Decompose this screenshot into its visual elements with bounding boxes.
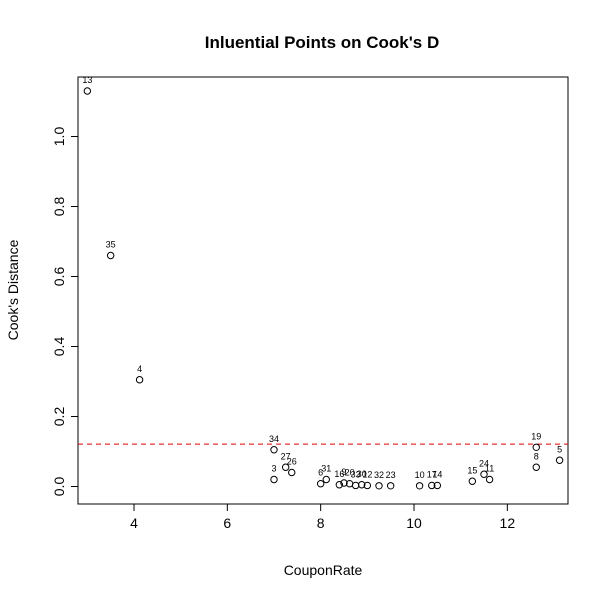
point-label: 35 <box>106 240 116 250</box>
point-label: 6 <box>318 468 323 478</box>
point-label: 24 <box>479 458 489 468</box>
x-tick-label: 4 <box>130 515 138 531</box>
point-label: 34 <box>269 434 279 444</box>
data-point <box>135 376 144 384</box>
point-label: 26 <box>287 457 297 467</box>
y-axis-label: Cook's Distance <box>5 239 21 340</box>
data-point <box>485 475 494 484</box>
plot-frame <box>77 76 569 505</box>
x-tick-label: 6 <box>223 515 231 531</box>
y-tick-label: 0.2 <box>51 407 67 427</box>
point-label: 17 <box>427 469 437 479</box>
point-label: 19 <box>531 431 541 441</box>
data-point <box>428 481 436 490</box>
data-point <box>335 481 344 489</box>
y-tick-label: 0.8 <box>51 197 67 217</box>
y-tick-label: 0.6 <box>51 267 67 287</box>
point-label: 27 <box>281 451 291 461</box>
data-point <box>316 480 325 488</box>
data-point <box>106 251 115 260</box>
point-label: 16 <box>334 469 344 479</box>
data-point <box>480 470 488 478</box>
data-point <box>270 446 278 454</box>
point-label: 32 <box>374 470 384 480</box>
point-label: 10 <box>415 470 425 480</box>
point-label: 31 <box>321 464 331 474</box>
x-axis: 4 6 8 10 12 <box>130 504 515 531</box>
data-point <box>532 463 540 471</box>
point-label: 8 <box>534 451 539 461</box>
y-tick-label: 0.0 <box>51 477 67 497</box>
data-point <box>532 443 540 451</box>
y-axis: 0.0 0.2 0.4 0.6 0.8 1.0 <box>51 127 78 497</box>
data-point <box>281 463 290 471</box>
data-point <box>322 475 330 484</box>
point-label: 9 <box>341 467 346 477</box>
x-axis-label: CouponRate <box>284 562 363 578</box>
point-label: 33 <box>351 469 361 479</box>
point-label: 5 <box>557 444 562 454</box>
data-point <box>83 87 92 95</box>
point-label: 14 <box>432 469 442 479</box>
x-tick-label: 10 <box>406 515 422 531</box>
x-tick-label: 8 <box>317 515 325 531</box>
data-point <box>468 477 477 485</box>
point-label: 13 <box>82 75 92 85</box>
chart-title: Inluential Points on Cook's D <box>205 33 440 52</box>
data-point <box>340 479 348 487</box>
data-point <box>351 481 360 490</box>
point-label: 12 <box>362 469 372 479</box>
y-tick-label: 0.4 <box>51 337 67 357</box>
point-label: 20 <box>345 468 355 478</box>
data-point <box>270 475 278 484</box>
data-point <box>433 481 442 490</box>
point-label: 3 <box>271 464 276 474</box>
point-label: 30 <box>357 469 367 479</box>
data-point <box>363 481 372 490</box>
data-point <box>386 482 395 490</box>
data-point <box>375 482 383 490</box>
data-point <box>358 481 366 489</box>
data-point <box>415 482 424 490</box>
point-label: 11 <box>485 464 494 474</box>
point-label: 4 <box>137 364 142 374</box>
point-label: 23 <box>386 470 396 480</box>
x-tick-label: 12 <box>500 515 516 531</box>
data-point <box>288 468 296 477</box>
data-point <box>555 456 564 464</box>
y-tick-label: 1.0 <box>51 127 67 147</box>
point-label: 15 <box>467 465 477 475</box>
